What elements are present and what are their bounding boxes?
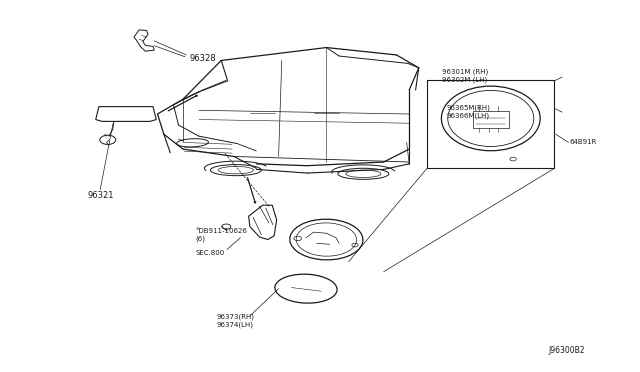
Text: 96373(RH)
96374(LH): 96373(RH) 96374(LH) <box>217 314 255 328</box>
FancyBboxPatch shape <box>427 80 554 168</box>
Text: SEC.800: SEC.800 <box>196 250 225 256</box>
Text: 64B91R: 64B91R <box>570 140 597 145</box>
Text: 96365M(RH)
96366M(LH): 96365M(RH) 96366M(LH) <box>446 105 490 119</box>
Text: 96321: 96321 <box>88 191 114 200</box>
FancyBboxPatch shape <box>473 111 509 128</box>
Text: °DB911-10626
(6): °DB911-10626 (6) <box>196 228 248 242</box>
Text: 96301M (RH)
96302M (LH): 96301M (RH) 96302M (LH) <box>442 69 488 83</box>
Text: 96328: 96328 <box>189 54 216 63</box>
Text: J96300B2: J96300B2 <box>548 346 584 355</box>
